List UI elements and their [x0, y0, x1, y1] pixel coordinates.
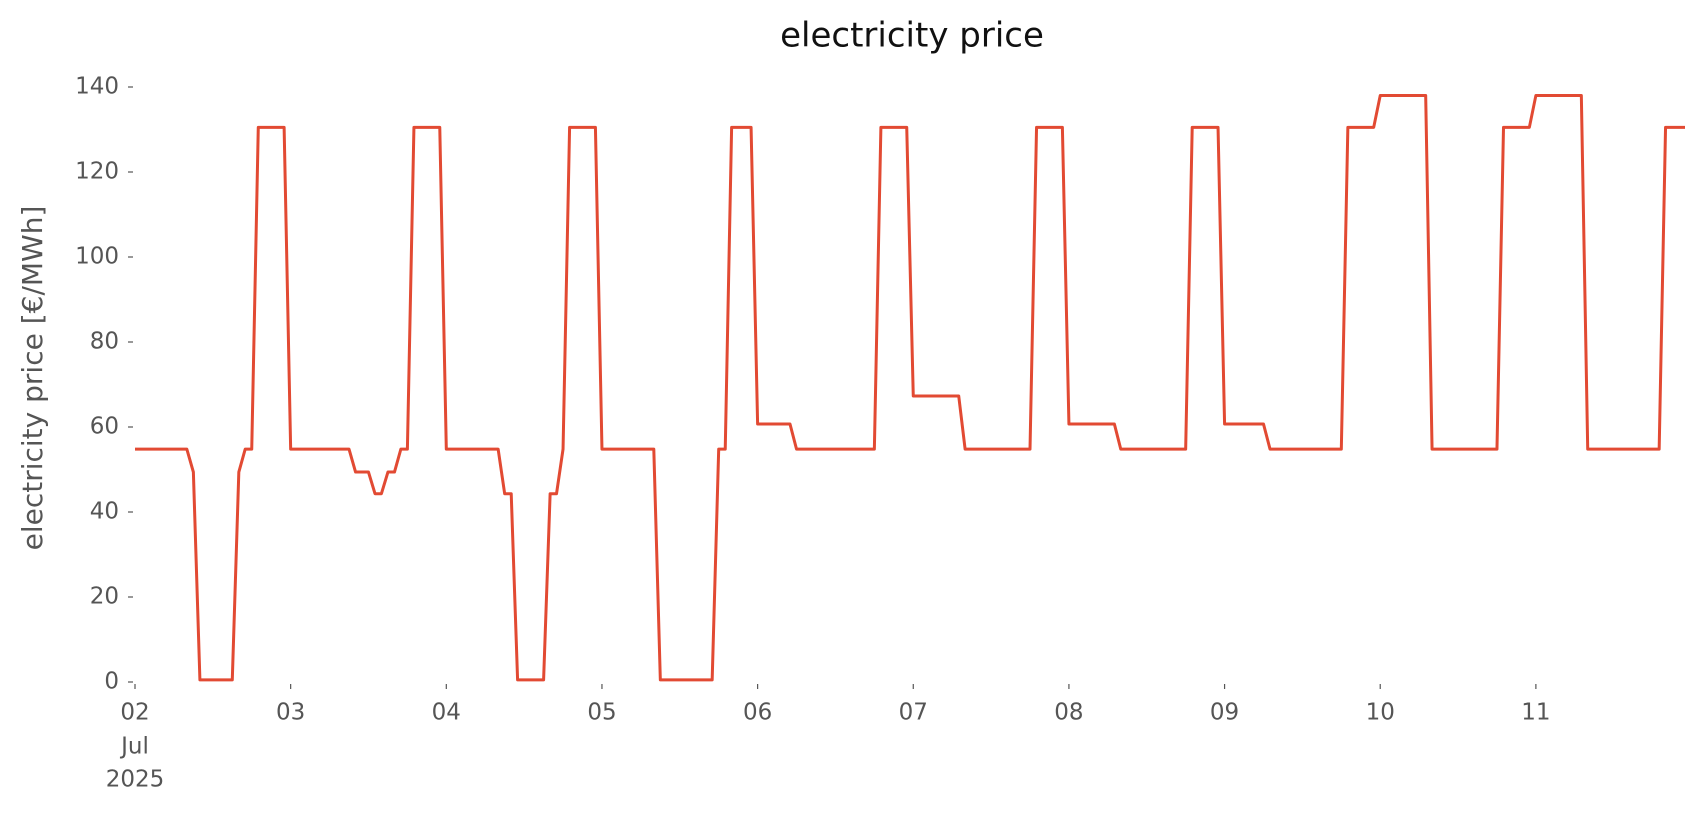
x-tick-label: 07: [899, 700, 928, 726]
x-tick-sublabel: Jul: [119, 734, 149, 760]
x-tick-label: 04: [432, 700, 461, 726]
y-axis-label: electricity price [€/MWh]: [16, 206, 49, 551]
series-line: [135, 94, 1685, 682]
x-tick-label: 02: [120, 700, 149, 726]
x-tick-label: 03: [276, 700, 305, 726]
y-tick-label: 140: [75, 74, 119, 100]
x-tick-label: 08: [1054, 700, 1083, 726]
x-tick-label: 09: [1210, 700, 1239, 726]
x-tick-sublabel: 2025: [106, 767, 165, 793]
y-tick-label: 80: [90, 329, 119, 355]
x-tick-label: 10: [1366, 700, 1395, 726]
y-tick-label: 60: [90, 414, 119, 440]
y-tick-label: 120: [75, 159, 119, 185]
y-tick-label: 100: [75, 244, 119, 270]
x-tick-label: 11: [1521, 700, 1550, 726]
y-tick-label: 20: [90, 584, 119, 610]
chart-title: electricity price: [780, 16, 1044, 56]
x-tick-label: 05: [587, 700, 616, 726]
x-tick-label: 06: [743, 700, 772, 726]
y-tick-label: 0: [104, 669, 119, 695]
y-tick-label: 40: [90, 499, 119, 525]
